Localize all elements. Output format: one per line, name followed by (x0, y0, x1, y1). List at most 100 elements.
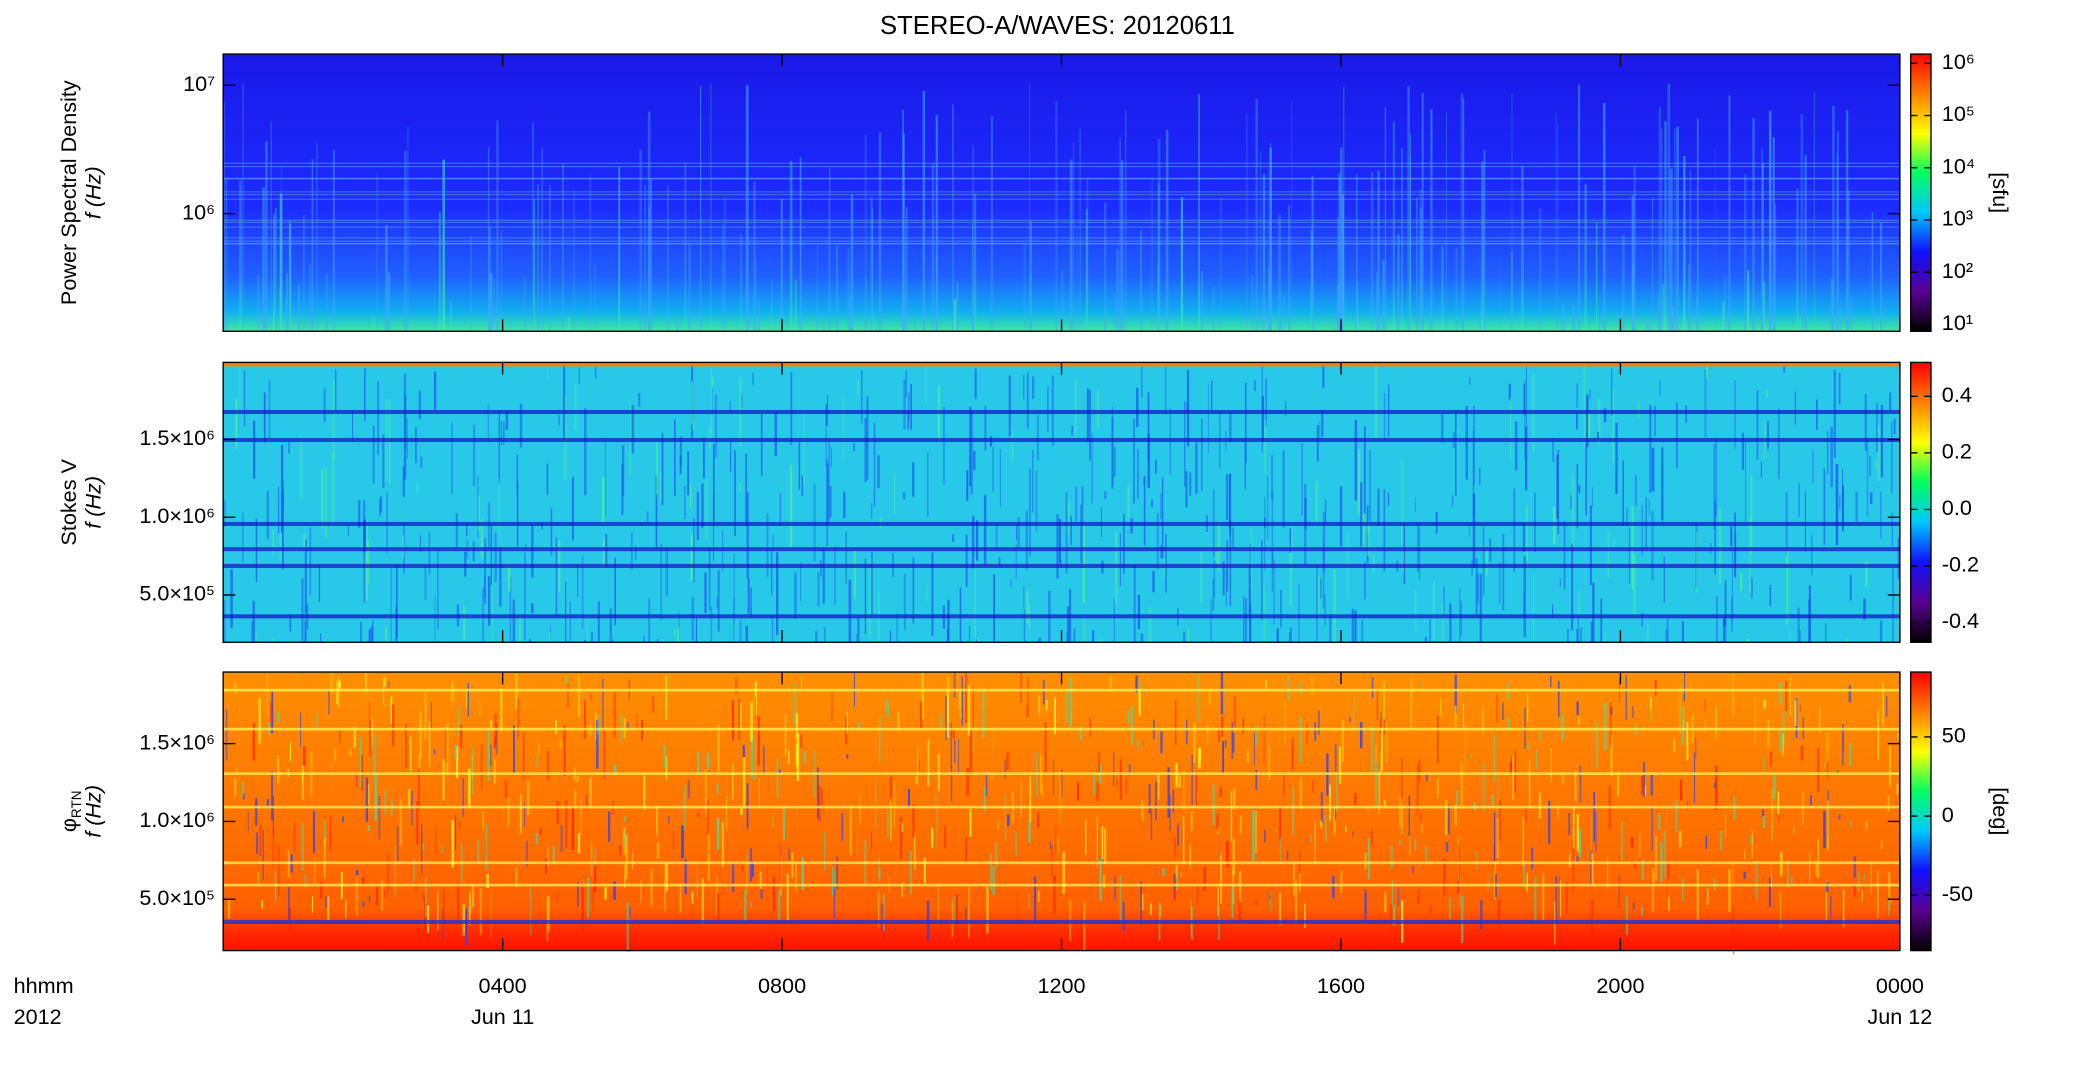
spectrogram-texture (660, 544, 663, 620)
spectrogram-texture (428, 531, 431, 575)
spectrogram-texture (1284, 400, 1287, 417)
spectrogram-texture (1693, 752, 1696, 804)
spectrogram-texture (1591, 487, 1593, 508)
spectrogram-texture (257, 274, 260, 332)
spectrogram-texture (433, 371, 437, 410)
spectrogram-texture (252, 722, 256, 761)
spectrogram-texture (1877, 424, 1880, 481)
spectrogram-texture (485, 824, 488, 871)
spectrogram-texture (279, 193, 283, 332)
spectrogram-texture (512, 599, 515, 643)
spectrogram-texture (1897, 537, 1899, 580)
spectrogram-texture (1610, 734, 1613, 776)
spectrogram-texture (950, 722, 952, 768)
spectrogram-texture (1455, 247, 1458, 332)
spectrogram-texture (1892, 567, 1894, 643)
spectrogram-texture (624, 816, 626, 822)
spectrogram-texture (953, 895, 956, 925)
spectrogram-texture (1220, 853, 1223, 904)
spectrogram-texture (1751, 577, 1753, 599)
spectrogram-texture (318, 564, 321, 602)
spectrogram-texture (1378, 770, 1381, 815)
spectrogram-texture (1885, 696, 1888, 717)
spectrogram-texture (1396, 287, 1398, 332)
spectrogram-texture (1103, 875, 1105, 889)
spectrogram-texture (724, 196, 726, 332)
spectrogram-texture (531, 603, 534, 614)
spectrogram-texture (1768, 877, 1771, 907)
spectrogram-texture (1261, 540, 1263, 621)
spectrogram-texture (1111, 416, 1114, 489)
spectrogram-texture (367, 783, 370, 805)
spectrogram-texture (547, 895, 550, 932)
spectrogram-texture (1343, 86, 1345, 332)
spectrogram-texture (850, 194, 854, 332)
spectrogram-texture (1578, 484, 1581, 493)
spectrogram-texture (1475, 558, 1478, 617)
spectrogram-texture (766, 513, 769, 577)
spectrogram-texture (1384, 107, 1387, 332)
spectrogram-texture (1122, 902, 1125, 931)
spectrogram-texture (1664, 121, 1667, 332)
spectrogram-texture (669, 673, 671, 686)
spectrogram-texture (853, 550, 856, 600)
spectrogram-texture (1696, 118, 1699, 332)
spectrogram-texture (1335, 775, 1338, 812)
spectrogram-texture (990, 115, 993, 332)
spectrogram-texture (1354, 793, 1357, 805)
spectrogram-texture (1243, 595, 1245, 643)
spectrogram-texture (1417, 890, 1420, 905)
spectrogram-texture (1383, 799, 1386, 807)
spectrogram-texture (1109, 676, 1112, 693)
spectrogram-texture (515, 673, 518, 710)
spectrogram-texture (499, 547, 502, 607)
spectrogram-texture (1779, 681, 1782, 705)
spectrogram-texture (285, 297, 287, 332)
spectrogram-texture (878, 132, 882, 332)
spectrogram-texture (1498, 800, 1502, 842)
spectrogram-texture (1137, 448, 1139, 499)
spectrogram-texture (1625, 674, 1627, 720)
spectrogram-texture (541, 147, 544, 332)
spectrogram-texture (1647, 624, 1649, 643)
spectrogram-texture (275, 207, 277, 332)
spectrogram-texture (602, 476, 605, 522)
spectrogram-texture (498, 410, 500, 485)
spectrogram-texture (726, 795, 728, 831)
spectrogram-texture (1631, 706, 1634, 718)
spectrogram-texture (1513, 488, 1516, 573)
spectrogram-texture (491, 576, 493, 643)
x-tick-label: 1200 (1037, 973, 1085, 998)
spectrogram-texture (252, 600, 256, 643)
colorbar-tick-label: -50 (1942, 881, 1973, 906)
spectrogram-texture (442, 759, 445, 801)
spectrogram-texture (789, 160, 793, 332)
spectrogram-texture (1364, 852, 1367, 869)
spectrogram-texture (1175, 699, 1177, 745)
spectrogram-texture (940, 714, 943, 729)
spectrogram-texture (831, 866, 833, 897)
spectrogram-texture (223, 805, 1900, 809)
spectrogram-texture (1189, 472, 1192, 496)
spectrogram-texture (922, 90, 926, 332)
spectrogram-texture (277, 486, 280, 534)
spectrogram-texture (379, 498, 381, 517)
spectrogram-texture (1230, 791, 1233, 842)
spectrogram-texture (1563, 520, 1566, 590)
spectrogram-texture (1351, 608, 1355, 643)
spectrogram-texture (261, 900, 263, 909)
spectrogram-texture (1478, 468, 1481, 486)
spectrogram-texture (1268, 267, 1271, 332)
spectrogram-texture (1465, 405, 1468, 480)
spectrogram-texture (924, 366, 927, 405)
spectrogram-texture (875, 328, 878, 332)
spectrogram-texture (972, 686, 974, 730)
spectrogram-texture (516, 482, 519, 548)
spectrogram-texture (376, 173, 379, 332)
spectrogram-texture (402, 535, 405, 559)
spectrogram-texture (1607, 857, 1609, 889)
spectrogram-texture (972, 145, 975, 332)
spectrogram-texture (1403, 523, 1406, 584)
spectrogram-texture (490, 720, 492, 729)
spectrogram-texture (427, 905, 430, 933)
